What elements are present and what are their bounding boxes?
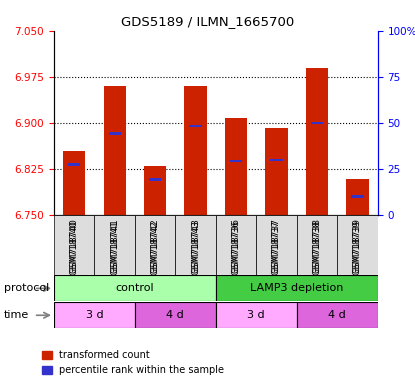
Text: GSM718739: GSM718739 <box>353 218 362 273</box>
Bar <box>271 159 283 161</box>
Legend: transformed count, percentile rank within the sample: transformed count, percentile rank withi… <box>38 346 228 379</box>
Text: GSM718738: GSM718738 <box>312 220 322 275</box>
Bar <box>265 128 288 215</box>
Bar <box>311 122 323 124</box>
FancyBboxPatch shape <box>54 275 216 301</box>
Text: GSM718743: GSM718743 <box>191 218 200 273</box>
Bar <box>63 151 85 215</box>
Text: GSM718737: GSM718737 <box>272 220 281 275</box>
Text: GSM718741: GSM718741 <box>110 218 119 273</box>
Text: GSM718739: GSM718739 <box>353 220 362 275</box>
Text: GDS5189 / ILMN_1665700: GDS5189 / ILMN_1665700 <box>121 15 294 28</box>
Text: GSM718742: GSM718742 <box>151 218 160 273</box>
Text: GSM718740: GSM718740 <box>70 218 79 273</box>
Text: 4 d: 4 d <box>166 310 184 320</box>
Bar <box>190 125 202 127</box>
Bar <box>184 86 207 215</box>
Bar <box>149 178 161 180</box>
Bar <box>306 68 328 215</box>
FancyBboxPatch shape <box>297 215 337 275</box>
Bar <box>346 179 369 215</box>
FancyBboxPatch shape <box>135 302 216 328</box>
Bar <box>109 132 121 134</box>
Bar <box>230 160 242 162</box>
Text: time: time <box>4 310 29 320</box>
FancyBboxPatch shape <box>216 302 297 328</box>
FancyBboxPatch shape <box>54 302 135 328</box>
FancyBboxPatch shape <box>216 215 256 275</box>
Text: GSM718740: GSM718740 <box>70 220 79 275</box>
Text: 3 d: 3 d <box>247 310 265 320</box>
Text: GSM718743: GSM718743 <box>191 220 200 275</box>
Text: control: control <box>115 283 154 293</box>
Bar <box>68 164 80 166</box>
FancyBboxPatch shape <box>216 275 378 301</box>
Text: GSM718741: GSM718741 <box>110 220 119 275</box>
Text: GSM718736: GSM718736 <box>232 220 241 275</box>
Text: GSM718738: GSM718738 <box>312 218 322 273</box>
FancyBboxPatch shape <box>337 215 378 275</box>
FancyBboxPatch shape <box>176 215 216 275</box>
Bar <box>103 86 126 215</box>
Text: 3 d: 3 d <box>85 310 103 320</box>
Bar <box>144 166 166 215</box>
FancyBboxPatch shape <box>135 215 176 275</box>
FancyBboxPatch shape <box>54 215 95 275</box>
Text: LAMP3 depletion: LAMP3 depletion <box>250 283 344 293</box>
Bar <box>352 195 364 198</box>
Text: protocol: protocol <box>4 283 49 293</box>
FancyBboxPatch shape <box>95 215 135 275</box>
Text: GSM718736: GSM718736 <box>232 218 241 273</box>
Text: 4 d: 4 d <box>328 310 346 320</box>
FancyBboxPatch shape <box>256 215 297 275</box>
FancyBboxPatch shape <box>297 302 378 328</box>
Bar <box>225 118 247 215</box>
Text: GSM718737: GSM718737 <box>272 218 281 273</box>
Text: GSM718742: GSM718742 <box>151 220 160 275</box>
